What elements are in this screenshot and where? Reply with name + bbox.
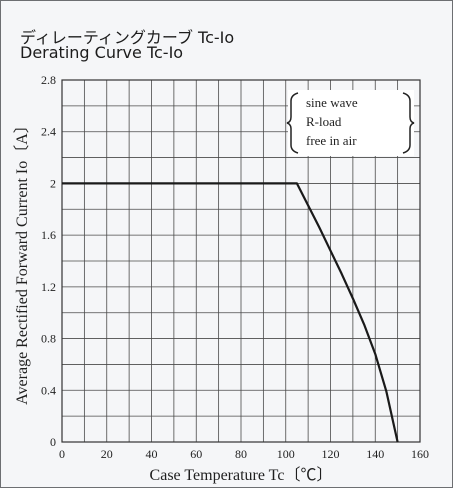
plot-area-border xyxy=(61,79,421,443)
x-axis-label: Case Temperature Tc〔℃〕 xyxy=(150,466,333,484)
x-tick-label: 0 xyxy=(59,447,65,461)
annotation-box-background xyxy=(288,90,414,156)
grid xyxy=(62,80,420,442)
y-tick-label: 2.8 xyxy=(41,73,56,87)
x-tick-label: 120 xyxy=(322,447,340,461)
annotation-line-1: sine wave xyxy=(306,95,358,110)
annotation-line-2: R-load xyxy=(306,114,342,129)
x-tick-label: 40 xyxy=(146,447,158,461)
x-tick-label: 80 xyxy=(235,447,247,461)
y-tick-label: 1.2 xyxy=(41,280,56,294)
x-tick-label: 60 xyxy=(190,447,202,461)
annotation-right-bracket xyxy=(402,92,415,154)
y-tick-labels: 0 0.4 0.8 1.2 1.6 2 2.4 2.8 xyxy=(41,73,56,449)
chart-title-english: Derating Curve Tc-Io xyxy=(20,43,184,62)
annotation-left-bracket xyxy=(286,92,299,154)
x-tick-label: 100 xyxy=(277,447,295,461)
annotation-box: sine wave R-load free in air xyxy=(286,90,415,156)
x-tick-label: 160 xyxy=(411,447,429,461)
x-tick-label: 140 xyxy=(366,447,384,461)
y-tick-label: 1.6 xyxy=(41,228,56,242)
y-tick-label: 0.8 xyxy=(41,332,56,346)
derating-curve-line xyxy=(62,182,399,443)
y-tick-label: 2.4 xyxy=(41,125,56,139)
x-tick-label: 20 xyxy=(101,447,113,461)
y-tick-label: 0 xyxy=(50,435,56,449)
y-tick-label: 0.4 xyxy=(41,383,56,397)
x-tick-labels: 0 20 40 60 80 100 120 140 160 xyxy=(59,447,429,461)
y-tick-label: 2 xyxy=(50,176,56,190)
y-axis-label: Average Rectified Forward Current Io〔A〕 xyxy=(13,117,31,405)
annotation-line-3: free in air xyxy=(306,133,357,148)
chart-title-japanese: ディレーティングカーブ Tc-Io xyxy=(20,28,235,47)
